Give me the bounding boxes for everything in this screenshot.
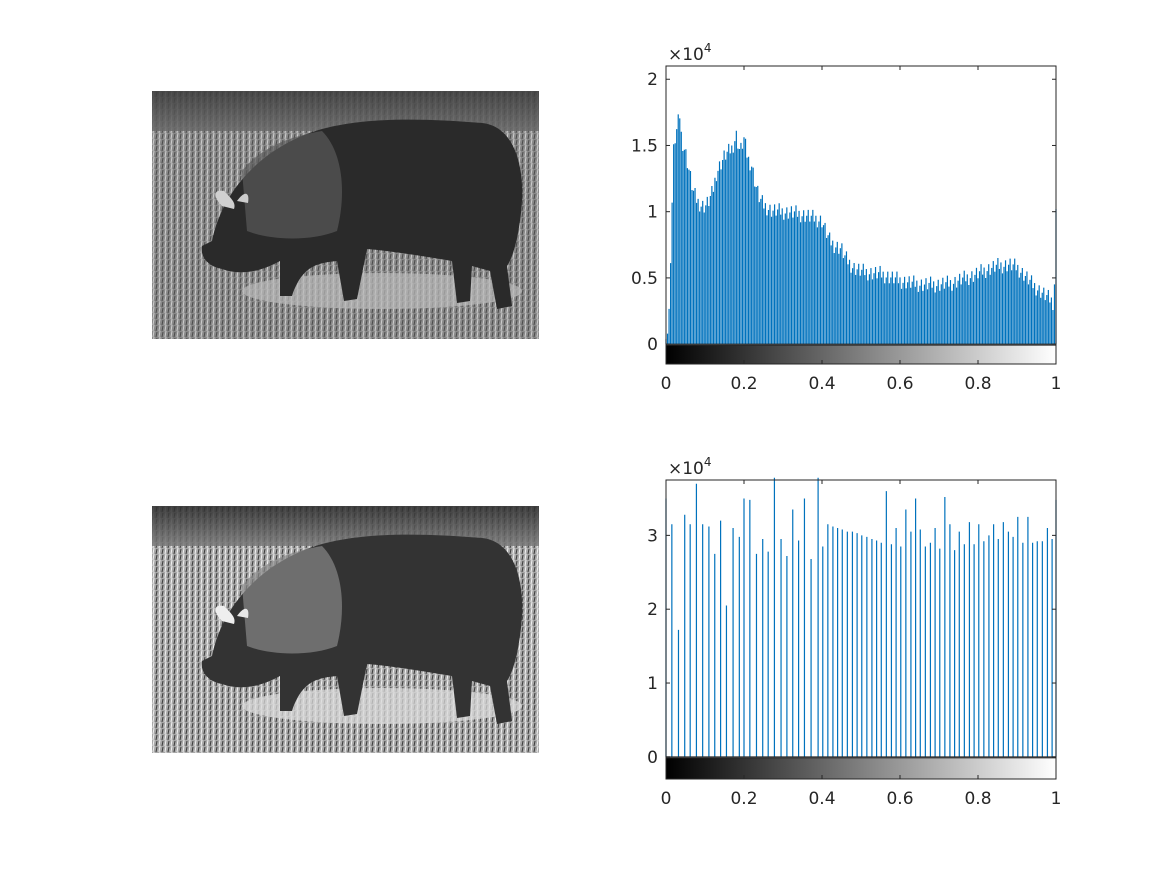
x-tick-label: 0.4 [808,789,835,809]
y-tick-label: 3 [647,526,658,546]
axes-box [665,65,1057,365]
x-tick-label: 0.8 [964,374,991,394]
y-tick-label: 1 [647,203,658,223]
axes-box [665,479,1057,780]
x-tick-label: 0.2 [730,374,757,394]
top-axes: 0 0.2 0.4 0.6 0.8 1 0 0.5 1 1.5 2 [631,65,1062,394]
y-tick-label: 0.5 [631,269,658,289]
x-tick-label: 0 [661,789,672,809]
original-bison-image [152,91,539,339]
x-tick-label: 0 [661,374,672,394]
y-tick-label: 1 [647,674,658,694]
x-tick-label: 0.8 [964,789,991,809]
y-tick-label: 2 [647,600,658,620]
x-tick-label: 1 [1051,374,1062,394]
x-tick-label: 1 [1051,789,1062,809]
x-tick-label: 0.2 [730,789,757,809]
x-tick-label: 0.6 [886,374,913,394]
gray-colorbar [665,757,1057,780]
x-tick-label: 0.4 [808,374,835,394]
y-tick-label: 1.5 [631,136,658,156]
bottom-axes: 0 0.2 0.4 0.6 0.8 1 0 1 2 3 [647,479,1062,809]
y-tick-label: 2 [647,70,658,90]
top-bars [665,114,1057,345]
y-tick-label: 0 [647,748,658,768]
top-y-exponent: ×104 [668,41,712,65]
bottom-colorbar [665,757,1057,780]
bottom-y-exponent: ×104 [668,455,712,479]
y-tick-label: 0 [647,335,658,355]
x-tick-label: 0.6 [886,789,913,809]
equalized-bison-image [152,506,539,753]
bottom-bars [665,477,1057,757]
